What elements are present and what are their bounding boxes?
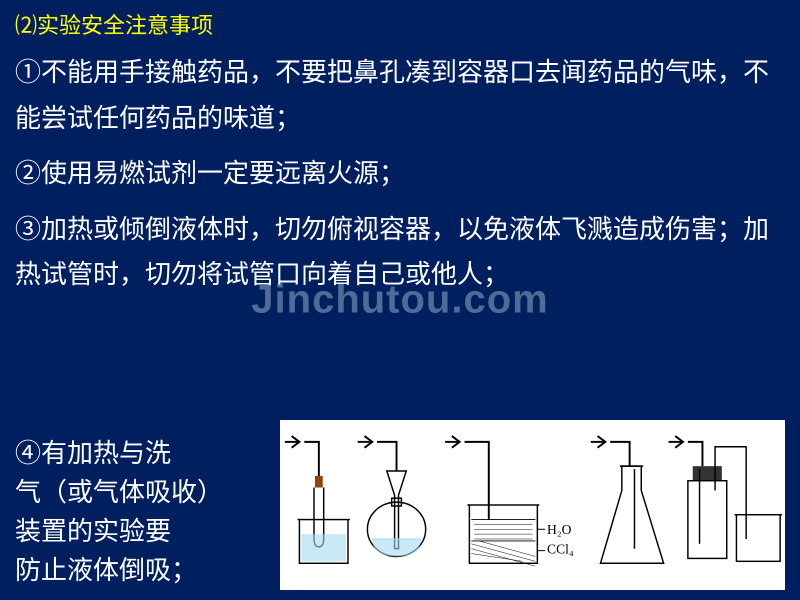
apparatus-5 [668, 436, 782, 561]
ccl4-label: CCl₄ [547, 542, 574, 557]
apparatus-2 [358, 436, 426, 556]
content-area: ①不能用手接触药品，不要把鼻孔凑到容器口去闻药品的气味，不能尝试任何药品的味道；… [0, 40, 800, 298]
p4-line1: ④有加热与洗 [15, 439, 171, 468]
chemistry-diagram: H₂O CCl₄ [280, 420, 785, 590]
apparatus-1 [285, 436, 350, 563]
apparatus-3: H₂O CCl₄ [445, 436, 574, 566]
h2o-layer [471, 520, 535, 541]
stopper-5 [693, 466, 722, 481]
h2o-label: H₂O [547, 522, 572, 537]
paragraph-4: ④有加热与洗 气（或气体吸收） 装置的实验要 防止液体倒吸； [15, 434, 275, 590]
apparatus-4 [591, 436, 664, 563]
section-header: ⑵实验安全注意事项 [0, 0, 800, 40]
header-title: ⑵实验安全注意事项 [15, 13, 213, 38]
p4-line3: 装置的实验要 [15, 517, 171, 546]
paragraph-2: ②使用易燃试剂一定要远离火源； [15, 151, 785, 197]
p4-line2: 气（或气体吸收） [15, 478, 223, 507]
p4-line4: 防止液体倒吸； [15, 556, 197, 585]
apparatus-svg: H₂O CCl₄ [280, 420, 785, 590]
stopper-1 [315, 476, 323, 488]
paragraph-1: ①不能用手接触药品，不要把鼻孔凑到容器口去闻药品的气味，不能尝试任何药品的味道； [15, 50, 785, 141]
bottom-row: ④有加热与洗 气（或气体吸收） 装置的实验要 防止液体倒吸； [15, 420, 785, 590]
paragraph-3: ③加热或倾倒液体时，切勿俯视容器，以免液体飞溅造成伤害；加热试管时，切勿将试管口… [15, 207, 785, 298]
liquid-1 [301, 534, 346, 561]
